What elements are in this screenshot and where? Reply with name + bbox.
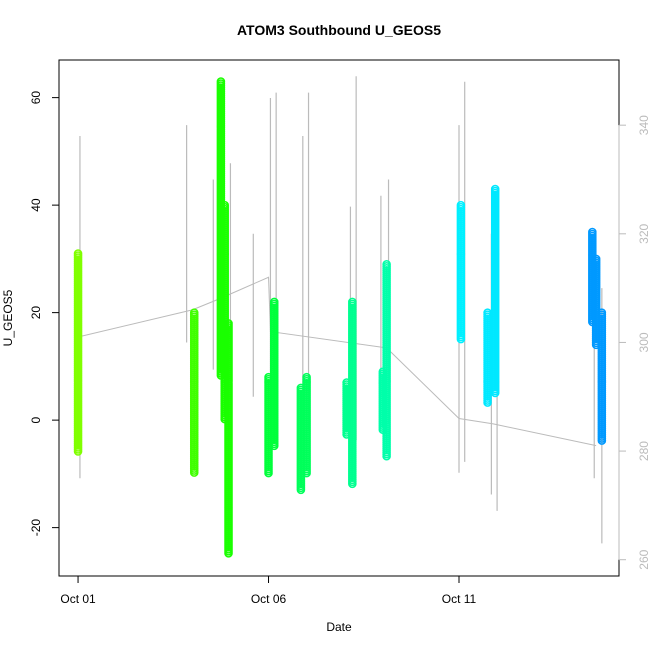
point-column-15 <box>490 184 500 398</box>
point-column-18 <box>597 308 607 445</box>
point <box>382 451 391 461</box>
x-axis-label: Date <box>326 620 352 634</box>
left-tick-label: 20 <box>29 306 43 320</box>
left-y-axis: -20 0 20 40 60 <box>29 91 60 537</box>
point <box>73 447 83 456</box>
point <box>490 388 500 398</box>
point-column-0 <box>73 249 83 456</box>
y-axis-label: U_GEOS5 <box>1 289 15 346</box>
point-column-13 <box>456 200 466 344</box>
right-y-axis: 260 280 300 320 340 <box>618 115 650 570</box>
point <box>224 549 233 558</box>
left-tick-label: 60 <box>29 91 43 105</box>
point-column-8 <box>302 372 311 478</box>
u-geos5-series <box>73 77 607 558</box>
point-column-12 <box>382 259 391 461</box>
right-tick-label: 320 <box>637 223 650 243</box>
point <box>296 485 306 495</box>
point <box>264 468 273 478</box>
point-column-10 <box>348 297 357 489</box>
point <box>348 479 357 489</box>
point-column-6 <box>269 297 279 451</box>
x-tick-label: Oct 11 <box>442 592 477 606</box>
x-tick-label: Oct 06 <box>251 592 287 606</box>
point-column-4 <box>224 319 233 558</box>
left-tick-label: 40 <box>29 198 43 212</box>
point <box>269 441 279 451</box>
x-axis: Oct 01 Oct 06 Oct 11 <box>60 575 477 606</box>
point <box>302 468 311 478</box>
right-tick-label: 280 <box>637 441 650 461</box>
left-tick-label: 0 <box>29 416 43 423</box>
right-tick-label: 300 <box>637 332 650 352</box>
point-column-1 <box>189 308 199 477</box>
chart-title: ATOM3 Southbound U_GEOS5 <box>237 22 441 38</box>
x-tick-label: Oct 01 <box>60 592 96 606</box>
point <box>483 398 492 407</box>
point-column-14 <box>483 308 492 407</box>
point <box>189 468 199 477</box>
left-tick-label: -20 <box>29 519 43 537</box>
point <box>597 436 607 445</box>
right-tick-label: 340 <box>637 115 650 135</box>
point <box>456 334 466 344</box>
right-tick-label: 260 <box>637 549 650 569</box>
